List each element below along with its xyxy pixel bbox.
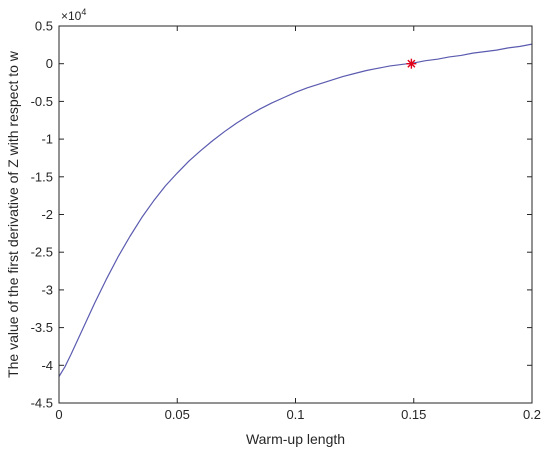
y-tick-label: -1.5 <box>31 169 53 184</box>
x-tick-label: 0.15 <box>401 407 426 422</box>
y-tick-label: -2.5 <box>31 245 53 260</box>
y-tick-label: 0.5 <box>35 19 53 34</box>
y-tick-label: 0 <box>46 56 53 71</box>
star-marker-stroke <box>407 59 416 68</box>
x-axis-label: Warm-up length <box>246 431 345 447</box>
x-tick-label: 0.2 <box>523 407 541 422</box>
y-tick-label: -3 <box>41 282 53 297</box>
x-tick-label: 0.05 <box>165 407 190 422</box>
y-exponent-power: 4 <box>81 7 86 17</box>
y-tick-label: -2 <box>41 207 53 222</box>
series-line <box>58 43 533 377</box>
y-tick-label: -4 <box>41 358 53 373</box>
root-star-marker <box>406 58 417 69</box>
plot-content <box>58 43 533 377</box>
y-exponent-base: ×10 <box>61 9 82 23</box>
y-tick-label: -4.5 <box>31 396 53 411</box>
y-tick-label: -0.5 <box>31 94 53 109</box>
y-axis-exponent-label: ×104 <box>61 7 86 23</box>
y-axis-label: The value of the first derivative of Z w… <box>5 50 21 378</box>
y-tick-label: -3.5 <box>31 320 53 335</box>
y-tick-label: -1 <box>41 132 53 147</box>
y-axis-ticks: -4.5 -4 -3.5 -3 -2.5 -2 -1.5 -1 -0.5 0 0.5 <box>31 19 532 411</box>
plot-area <box>59 26 532 403</box>
x-tick-label: 0.1 <box>286 407 304 422</box>
x-axis-ticks: 0 0.05 0.1 0.15 0.2 <box>55 26 541 422</box>
x-tick-label: 0 <box>55 407 62 422</box>
